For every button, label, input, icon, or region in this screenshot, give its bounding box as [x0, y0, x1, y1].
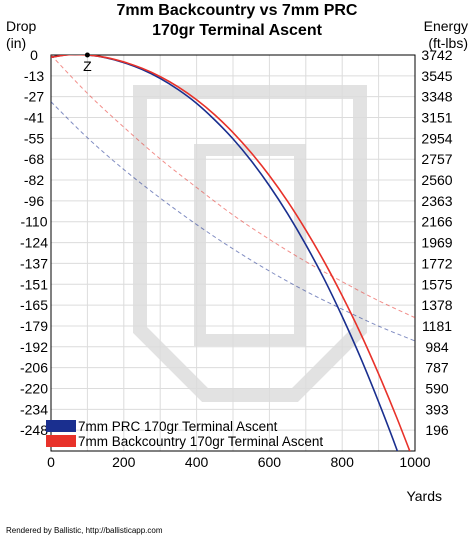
left-tick-label: -192 [20, 339, 48, 355]
left-tick-label: -110 [21, 214, 48, 230]
right-tick-label: 2560 [421, 172, 452, 188]
watermark-inner [194, 144, 306, 346]
right-tick-label: 1181 [422, 318, 452, 334]
left-tick-label: -82 [24, 172, 44, 188]
tick-labels: 0 -13 -27 -41 -55 -68 -82 -96 -110 -124 -137 -151 -1… [20, 47, 453, 470]
x-tick-label: 0 [47, 454, 55, 470]
x-tick-label: 600 [258, 454, 282, 470]
left-tick-label: -137 [20, 255, 48, 271]
right-axis-title: Energy (ft-lbs) [424, 18, 468, 52]
left-tick-label: -165 [20, 297, 48, 313]
right-tick-label: 196 [425, 422, 449, 438]
right-tick-label: 590 [425, 380, 449, 396]
left-tick-label: 0 [30, 47, 38, 63]
right-tick-label: 2757 [421, 151, 452, 167]
right-tick-label: 1575 [421, 276, 452, 292]
left-tick-label: -124 [20, 235, 48, 251]
right-tick-label: 2954 [421, 130, 452, 146]
legend-swatch [46, 435, 76, 447]
left-tick-label: -41 [24, 110, 44, 126]
x-tick-label: 400 [185, 454, 209, 470]
left-tick-label: -151 [20, 276, 48, 292]
left-tick-label: -220 [20, 380, 48, 396]
left-tick-label: -248 [20, 422, 48, 438]
legend-label: 7mm PRC 170gr Terminal Ascent [78, 419, 278, 434]
series-drop-backcountry [51, 55, 411, 451]
watermark-logo [133, 85, 367, 402]
left-axis-title: Drop (in) [6, 18, 36, 52]
right-tick-label: 2363 [421, 193, 452, 209]
left-tick-label: -96 [24, 193, 44, 209]
left-tick-label: -68 [24, 151, 44, 167]
left-tick-label: -179 [20, 318, 48, 334]
right-tick-label: 393 [425, 401, 449, 417]
left-tick-label: -27 [24, 89, 44, 105]
plot-frame [50, 54, 416, 452]
chart-subtitle: 170gr Terminal Ascent [152, 22, 322, 39]
footer-credit: Rendered by Ballistic, http://ballistica… [6, 526, 163, 535]
left-axis-label-line2: (in) [6, 35, 27, 51]
right-tick-label: 1772 [421, 255, 452, 271]
right-axis-label-line2: (ft-lbs) [428, 35, 468, 51]
right-tick-label: 3742 [421, 47, 452, 63]
right-tick-label: 984 [425, 339, 449, 355]
right-tick-label: 3348 [421, 89, 452, 105]
x-tick-label: 800 [331, 454, 355, 470]
zero-marker-label: Z [83, 58, 92, 74]
right-tick-label: 3151 [421, 110, 452, 126]
grid-lines [50, 54, 416, 452]
left-tick-label: -206 [20, 360, 48, 376]
x-tick-label: 200 [112, 454, 136, 470]
zero-marker-dot [84, 52, 90, 58]
right-tick-label: 787 [425, 360, 449, 376]
series-layer: Z [51, 52, 415, 451]
x-tick-label: 1000 [399, 454, 430, 470]
watermark-shield [133, 85, 367, 402]
legend-swatch [46, 420, 76, 432]
right-axis-label-line1: Energy [423, 18, 468, 34]
right-tick-label: 2166 [421, 214, 452, 230]
legend-label: 7mm Backcountry 170gr Terminal Ascent [78, 434, 323, 449]
chart-title: 7mm Backcountry vs 7mm PRC [116, 2, 358, 19]
left-tick-label: -55 [24, 130, 44, 146]
right-tick-label: 1969 [421, 235, 452, 251]
right-tick-label: 1378 [421, 297, 452, 313]
left-tick-label: -13 [24, 68, 44, 84]
left-tick-label: -234 [20, 401, 48, 417]
series-energy-prc [51, 101, 415, 342]
left-axis-label-line1: Drop [6, 18, 37, 34]
right-tick-label: 3545 [421, 68, 452, 84]
x-axis-title: Yards [406, 488, 442, 504]
